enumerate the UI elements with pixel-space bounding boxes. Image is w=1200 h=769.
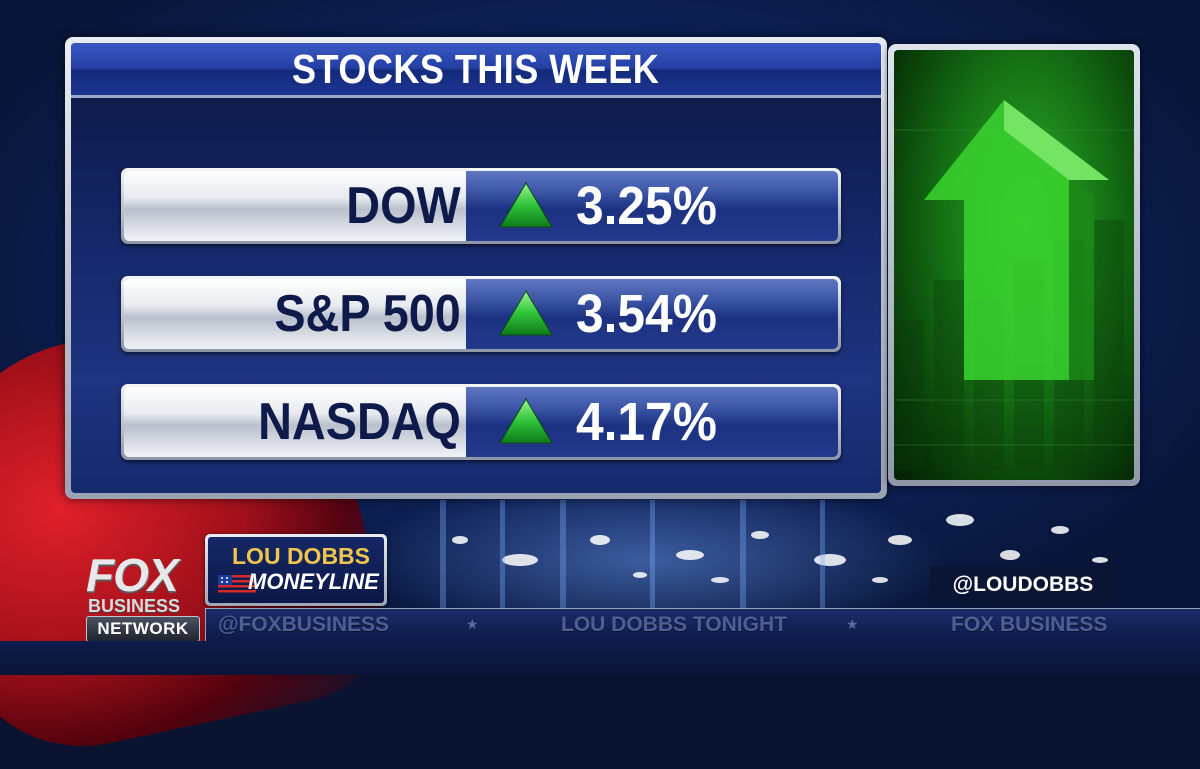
index-label-cell: S&P 500 xyxy=(124,279,466,349)
ticker-item: @FOXBUSINESS xyxy=(218,613,390,636)
index-name: S&P 500 xyxy=(274,285,461,343)
market-up-image xyxy=(894,50,1134,480)
up-arrow-icon xyxy=(499,290,553,336)
panel-title: STOCKS THIS WEEK xyxy=(292,46,660,92)
twitter-handle-box: @LOUDOBBS xyxy=(930,566,1116,604)
panel-title-bar: STOCKS THIS WEEK xyxy=(71,43,881,98)
fox-logo-business: BUSINESS xyxy=(88,596,181,616)
ticker-star-icon: ★ xyxy=(846,617,859,633)
fox-business-logo: FOX BUSINESS xyxy=(86,550,198,640)
flag-icon xyxy=(218,575,256,593)
up-arrow-icon xyxy=(499,182,553,228)
show-name: MONEYLINE xyxy=(248,569,379,594)
fox-logo-network: NETWORK xyxy=(86,616,200,642)
market-image-panel xyxy=(888,44,1140,486)
index-name: NASDAQ xyxy=(257,393,461,451)
show-badge: LOU DOBBS MONEYLINE xyxy=(205,534,387,606)
bottom-bar xyxy=(0,641,1200,675)
index-label-cell: DOW xyxy=(124,171,466,241)
index-name: DOW xyxy=(346,177,461,235)
index-change-value: 4.17% xyxy=(576,392,717,452)
ticker-star-icon: ★ xyxy=(466,617,479,633)
ticker-bar-end xyxy=(1125,608,1200,642)
up-arrow-icon xyxy=(499,398,553,444)
show-host-name: LOU DOBBS xyxy=(232,543,370,569)
index-change-value: 3.54% xyxy=(576,284,717,344)
index-change-value: 3.25% xyxy=(576,176,717,236)
index-row-nasdaq: NASDAQ 4.17% xyxy=(121,384,841,460)
index-row-dow: DOW 3.25% xyxy=(121,168,841,244)
ticker-bar: @FOXBUSINESS ★ LOU DOBBS TONIGHT ★ FOX B… xyxy=(205,608,1127,642)
ticker-item: FOX BUSINESS xyxy=(951,613,1108,636)
twitter-handle: @LOUDOBBS xyxy=(952,573,1094,596)
index-label-cell: NASDAQ xyxy=(124,387,466,457)
stocks-panel: STOCKS THIS WEEK DOW 3.25% xyxy=(65,37,887,499)
fox-logo-word: FOX xyxy=(86,549,179,601)
index-change-cell: 4.17% xyxy=(466,387,838,457)
show-badge-inner: LOU DOBBS MONEYLINE xyxy=(208,537,384,603)
index-row-sp500: S&P 500 3.54% xyxy=(121,276,841,352)
index-change-cell: 3.54% xyxy=(466,279,838,349)
green-up-arrow-icon xyxy=(894,100,1134,470)
map-lights-graphic xyxy=(440,500,1108,610)
index-change-cell: 3.25% xyxy=(466,171,838,241)
stocks-panel-body: STOCKS THIS WEEK DOW 3.25% xyxy=(71,43,881,493)
ticker-item: LOU DOBBS TONIGHT xyxy=(561,613,787,636)
